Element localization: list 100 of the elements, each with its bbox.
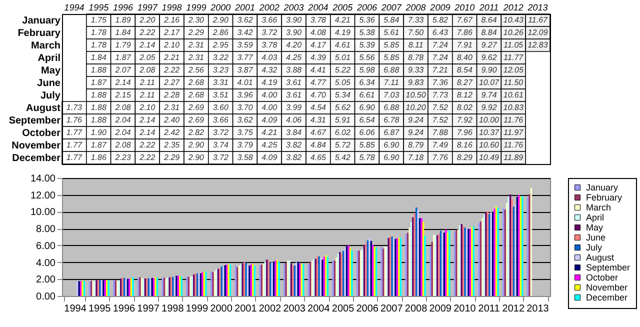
- data-label: 3.72: [212, 152, 229, 162]
- data-label: 7.96: [456, 128, 473, 137]
- x-tick-label: 2013: [526, 2, 548, 12]
- data-label: 3.61: [286, 78, 302, 87]
- data-label: 11.05: [504, 40, 524, 50]
- data-label: 2.23: [114, 152, 132, 162]
- data-label: 2.27: [163, 78, 180, 87]
- data-label: 10.26: [503, 28, 524, 37]
- data-label: 2.90: [187, 152, 205, 162]
- data-label: 5.61: [384, 28, 400, 37]
- data-label: 8.79: [408, 140, 424, 150]
- x-tick-label: 2012: [502, 304, 525, 314]
- x-tick-label: 2001: [234, 304, 258, 314]
- x-tick-label: 1997: [137, 2, 158, 12]
- data-label: 8.64: [481, 15, 498, 24]
- legend-label: October: [586, 272, 618, 282]
- data-label: 7.24: [432, 40, 449, 50]
- data-label: 3.75: [237, 128, 254, 137]
- data-label: 4.25: [286, 52, 302, 62]
- data-label: 11.97: [504, 128, 524, 137]
- data-label: 2.30: [187, 15, 205, 24]
- data-label: 2.29: [163, 152, 180, 162]
- data-label: 5.84: [384, 15, 400, 24]
- data-label: 9.90: [481, 65, 498, 74]
- data-label: 4.21: [262, 128, 278, 137]
- y-tick-label: 10.00: [30, 207, 56, 218]
- y-tick-label: 4.00: [36, 258, 56, 269]
- data-label: 1.87: [90, 78, 107, 87]
- data-label: 4.31: [310, 115, 326, 124]
- data-label: 5.85: [384, 52, 400, 62]
- data-label: 6.61: [359, 90, 375, 100]
- y-tick-label: 8.00: [36, 224, 56, 236]
- data-label: 4.06: [286, 115, 302, 124]
- data-label: 2.14: [138, 40, 156, 50]
- data-label: 12.09: [528, 28, 548, 37]
- data-label: 3.72: [212, 128, 229, 137]
- data-label: 2.04: [114, 128, 132, 137]
- data-label: 1.88: [90, 65, 107, 74]
- data-label: 12.05: [503, 65, 524, 74]
- x-tick-label: 1996: [112, 304, 136, 314]
- data-label: 4.65: [310, 152, 327, 162]
- data-label: 1.87: [115, 52, 132, 62]
- y-tick-label: September: [8, 115, 61, 126]
- x-tick-label: 2010: [454, 304, 476, 314]
- x-tick-label: 2008: [404, 304, 428, 314]
- x-tick-label: 1999: [186, 304, 209, 314]
- data-label: 2.95: [212, 40, 229, 50]
- x-tick-label: 1997: [137, 304, 160, 314]
- y-tick-label: August: [26, 102, 62, 114]
- data-label: 7.49: [432, 140, 449, 150]
- data-label: 1.89: [115, 15, 132, 24]
- data-label: 7.33: [408, 15, 424, 24]
- data-label: 8.84: [481, 28, 498, 37]
- data-label: 1.78: [90, 40, 107, 50]
- data-label: 5.82: [432, 15, 449, 24]
- data-label: 4.67: [310, 128, 327, 137]
- data-label: 2.14: [114, 78, 132, 87]
- y-tick-label: June: [37, 78, 61, 89]
- x-tick-label: 1998: [162, 304, 184, 314]
- data-label: 8.16: [456, 140, 473, 150]
- data-label: 2.08: [114, 102, 132, 112]
- data-label: 3.96: [237, 90, 254, 100]
- x-tick-label: 2005: [332, 304, 355, 314]
- data-label: 3.99: [286, 102, 302, 112]
- data-label: 5.91: [334, 115, 350, 124]
- data-label: 1.79: [115, 40, 132, 50]
- data-label: 2.08: [114, 140, 132, 150]
- data-label: 6.87: [384, 128, 400, 137]
- data-label: 7.67: [456, 15, 473, 24]
- data-label: 3.82: [286, 152, 302, 162]
- data-label: 2.69: [187, 102, 205, 112]
- x-tick-label: 2002: [258, 304, 282, 314]
- data-label: 8.78: [408, 52, 424, 62]
- data-label: 2.10: [163, 40, 180, 50]
- data-label: 3.66: [212, 115, 229, 124]
- data-label: 10.50: [406, 90, 426, 100]
- data-label: 2.31: [163, 102, 180, 112]
- data-label: 5.98: [359, 65, 376, 74]
- data-label: 3.23: [212, 65, 229, 74]
- x-tick-label: 1994: [64, 304, 87, 314]
- legend-label: January: [586, 182, 619, 192]
- data-label: 10.20: [406, 102, 426, 112]
- data-label: 9.92: [481, 102, 498, 112]
- data-label: 4.39: [310, 52, 327, 62]
- y-tick-label: January: [22, 15, 61, 26]
- data-label: 2.17: [163, 28, 180, 37]
- data-label: 4.08: [310, 28, 327, 37]
- data-label: 1.75: [90, 15, 107, 24]
- data-label: 5.72: [334, 140, 351, 150]
- legend-label: September: [586, 262, 630, 272]
- data-label: 4.70: [310, 90, 327, 100]
- data-label: 7.03: [384, 90, 400, 100]
- x-tick-label: 2005: [332, 2, 354, 12]
- legend-label: August: [586, 252, 615, 262]
- data-label: 3.70: [237, 102, 254, 112]
- y-tick-label: October: [22, 128, 61, 139]
- data-label: 2.11: [138, 78, 155, 87]
- y-tick-label: 6.00: [36, 240, 56, 252]
- y-tick-label: May: [41, 65, 61, 76]
- data-label: 8.11: [408, 40, 424, 50]
